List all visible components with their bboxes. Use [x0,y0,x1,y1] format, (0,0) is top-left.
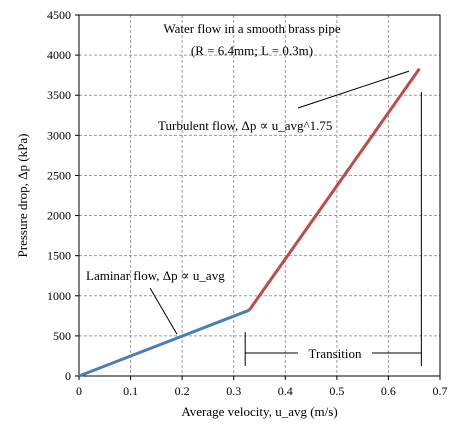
transition-label: Transition [309,346,362,361]
x-tick-label: 0 [76,384,82,398]
series-layer [78,67,421,378]
x-tick-label: 0.1 [123,384,138,398]
annotation-layer [149,70,422,366]
turbulent-flow-label: Turbulent flow, Δp ∝ u_avg^1.75 [158,118,332,133]
y-tick-label: 1500 [47,249,71,263]
y-tick-label: 2000 [47,209,71,223]
x-tick-label: 0.5 [329,384,344,398]
x-tick-label: 0.4 [278,384,293,398]
chart-subtitle: (R = 6.4mm; L = 0.3m) [191,43,313,58]
x-tick-label: 0.2 [175,384,190,398]
x-tick-label: 0.7 [433,384,448,398]
tick-layer: 0 0.1 0.2 0.3 0.4 0.5 0.6 0.7 0 500 1000 1500 2000 25… [47,8,448,398]
x-axis-title: Average velocity, u_avg (m/s) [181,404,337,419]
laminar-leader-line [149,287,178,335]
plot-frame [78,14,441,377]
grid-layer [79,15,440,376]
chart-title: Water flow in a smooth brass pipe [163,21,341,36]
laminar-flow-label: Laminar flow, Δp ∝ u_avg [86,268,225,283]
y-tick-label: 3500 [47,88,71,102]
y-tick-label: 4000 [47,48,71,62]
y-axis-title: Pressure drop, Δp (kPa) [15,134,30,258]
x-tick-label: 0.3 [226,384,241,398]
series-line-laminar-flow [78,308,250,378]
y-tick-label: 4500 [47,8,71,22]
series-line-turbulent-flow [247,67,421,312]
y-tick-label: 0 [65,369,71,383]
y-tick-label: 500 [53,329,71,343]
x-tick-label: 0.6 [381,384,396,398]
turbulent-leader-line [297,70,410,109]
y-tick-label: 1000 [47,289,71,303]
y-tick-label: 2500 [47,168,71,182]
y-tick-label: 3000 [47,128,71,142]
